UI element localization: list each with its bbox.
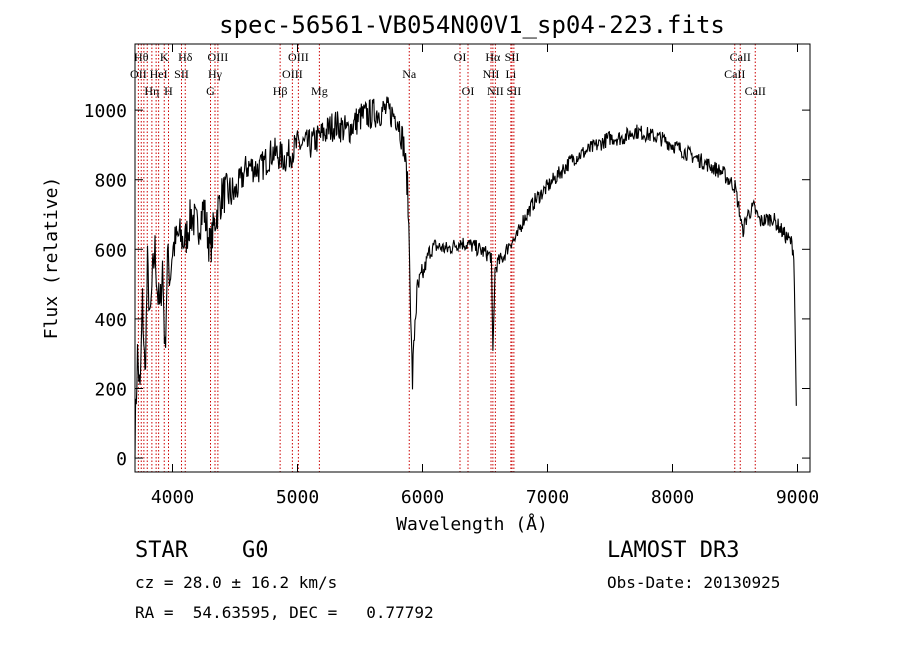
y-tick-label: 200: [94, 379, 127, 400]
line-marker-label: Mg: [311, 84, 328, 98]
y-axis-label: Flux (relative): [41, 177, 62, 340]
line-marker-label: Na: [402, 67, 417, 81]
object-class: STAR: [135, 538, 188, 563]
x-tick-label: 6000: [401, 487, 444, 508]
line-marker-label: G: [206, 84, 215, 98]
emission-line-markers: [137, 44, 756, 472]
line-marker-label: K: [160, 50, 169, 64]
x-axis-ticks: 4000 5000 6000 7000 8000 9000: [151, 44, 819, 508]
line-marker-label: Hδ: [178, 50, 193, 64]
plot-frame: [134, 43, 811, 473]
x-tick-label: 7000: [526, 487, 569, 508]
redshift-velocity: cz = 28.0 ± 16.2 km/s: [135, 573, 338, 592]
line-marker-label: SII: [174, 67, 189, 81]
line-marker-label: Hα: [485, 50, 501, 64]
line-marker-label: CaII: [745, 84, 766, 98]
line-marker-label: Hθ: [134, 50, 149, 64]
line-marker-label: Hγ: [208, 67, 223, 81]
y-tick-label: 0: [116, 449, 127, 470]
x-tick-label: 8000: [651, 487, 694, 508]
x-tick-label: 4000: [151, 487, 194, 508]
line-marker-label: SII: [507, 84, 522, 98]
object-subclass: G0: [242, 538, 269, 563]
line-marker-label: OIII: [208, 50, 229, 64]
line-marker-label: OII: [130, 67, 147, 81]
sky-coordinates: RA = 54.63595, DEC = 0.77792: [135, 603, 434, 622]
line-marker-label: SII: [505, 50, 520, 64]
line-marker-label: CaII: [724, 67, 745, 81]
line-marker-label: HeI: [150, 67, 168, 81]
y-tick-label: 1000: [84, 101, 127, 122]
y-tick-label: 400: [94, 310, 127, 331]
line-marker-label: Hβ: [273, 84, 288, 98]
line-marker-label: OIII: [282, 67, 303, 81]
line-marker-label: Li: [506, 67, 517, 81]
line-marker-label: NII: [487, 84, 504, 98]
y-tick-label: 600: [94, 240, 127, 261]
line-marker-label: OI: [454, 50, 467, 64]
flux-series-line: [134, 96, 797, 459]
x-axis-label: Wavelength (Å): [396, 513, 548, 535]
survey-name: LAMOST DR3: [607, 538, 740, 563]
chart-title: spec-56561-VB054N00V1_sp04-223.fits: [219, 11, 725, 39]
y-tick-label: 800: [94, 171, 127, 192]
line-marker-label: Hη: [144, 84, 159, 98]
y-axis-ticks: 0 200 400 600 800 1000: [84, 101, 810, 470]
observation-date: Obs-Date: 20130925: [607, 573, 781, 592]
line-marker-label: CaII: [730, 50, 751, 64]
line-marker-label: NII: [483, 67, 500, 81]
line-marker-label: H: [164, 84, 173, 98]
line-marker-label: OI: [462, 84, 475, 98]
x-tick-label: 9000: [776, 487, 819, 508]
line-marker-label: OIII: [288, 50, 309, 64]
emission-line-labels: OIIHθHηHeIKHSIIHδGHγOIIIHβOIIIOIIIMgNaOI…: [130, 50, 766, 98]
x-tick-label: 5000: [276, 487, 319, 508]
